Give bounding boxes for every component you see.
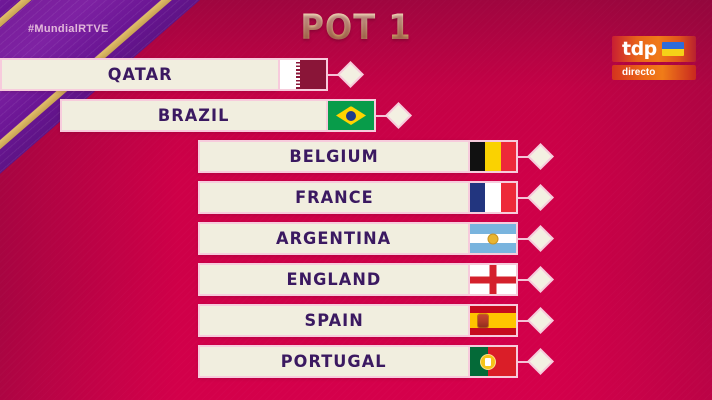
spain-flag-icon (468, 304, 518, 337)
connector-line (518, 222, 532, 255)
team-row[interactable]: FRANCE (198, 181, 554, 214)
team-name-bar: BELGIUM (198, 140, 468, 173)
team-name-label: FRANCE (294, 187, 374, 208)
team-name-bar: ARGENTINA (198, 222, 468, 255)
brazil-flag-icon (326, 99, 376, 132)
team-name-label: QATAR (107, 64, 173, 85)
live-badge: directo (612, 65, 696, 80)
team-name-bar: BRAZIL (60, 99, 326, 132)
team-name-label: BELGIUM (289, 146, 379, 167)
team-row[interactable]: BRAZIL (60, 99, 412, 132)
team-name-bar: QATAR (0, 58, 278, 91)
channel-name: tdp (622, 37, 657, 60)
team-name-bar: SPAIN (198, 304, 468, 337)
belgium-flag-icon (468, 140, 518, 173)
hashtag-label: #MundialRTVE (28, 23, 109, 35)
connector-line (518, 263, 532, 296)
team-name-label: BRAZIL (158, 105, 230, 126)
france-flag-icon (468, 181, 518, 214)
team-row[interactable]: BELGIUM (198, 140, 554, 173)
team-row[interactable]: SPAIN (198, 304, 554, 337)
team-row[interactable]: QATAR (0, 58, 364, 91)
ukraine-flag-icon (661, 42, 684, 56)
team-name-label: ENGLAND (286, 269, 382, 290)
argentina-flag-icon (468, 222, 518, 255)
qatar-flag-icon (278, 58, 328, 91)
team-row[interactable]: ARGENTINA (198, 222, 554, 255)
team-name-label: ARGENTINA (276, 228, 392, 249)
england-flag-icon (468, 263, 518, 296)
connector-line (518, 181, 532, 214)
team-name-bar: ENGLAND (198, 263, 468, 296)
channel-badge: tdp (612, 36, 696, 62)
connector-line (518, 304, 532, 337)
team-name-bar: FRANCE (198, 181, 468, 214)
portugal-flag-icon (468, 345, 518, 378)
connector-line (328, 58, 342, 91)
connector-line (518, 345, 532, 378)
broadcaster-logo: tdp directo (612, 36, 696, 80)
team-name-bar: PORTUGAL (198, 345, 468, 378)
team-row[interactable]: PORTUGAL (198, 345, 554, 378)
connector-line (376, 99, 390, 132)
page-title: POT 1 (28, 8, 683, 48)
live-label: directo (622, 66, 656, 78)
team-row[interactable]: ENGLAND (198, 263, 554, 296)
connector-line (518, 140, 532, 173)
team-name-label: SPAIN (304, 310, 364, 331)
team-name-label: PORTUGAL (281, 351, 387, 372)
